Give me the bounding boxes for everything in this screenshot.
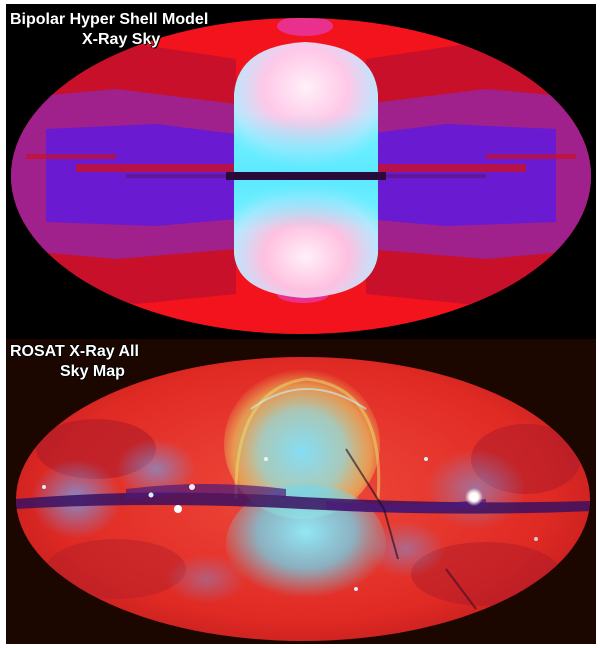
rosat-title-line1: ROSAT X-Ray All xyxy=(10,343,139,360)
model-title-line1: Bipolar Hyper Shell Model xyxy=(10,11,209,28)
model-xray-sky-image xyxy=(11,18,591,334)
model-title-line2: X-Ray Sky xyxy=(82,31,161,48)
model-xray-sky-panel: Bipolar Hyper Shell Model X-Ray Sky xyxy=(6,4,596,339)
rosat-sky-map-panel: ROSAT X-Ray All Sky Map xyxy=(6,339,596,644)
rosat-sky-map-image xyxy=(16,357,590,641)
rosat-title-line2: Sky Map xyxy=(60,363,125,380)
